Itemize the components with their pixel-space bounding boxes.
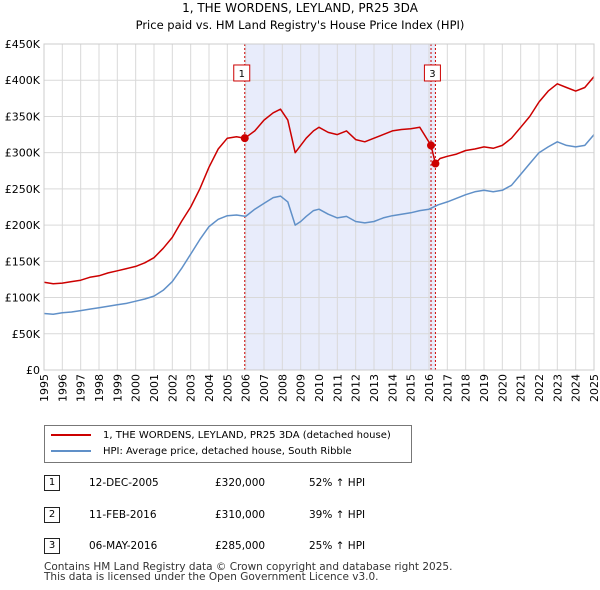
sale-point [427, 141, 436, 150]
x-tick-label: 2019 [478, 374, 491, 402]
transaction-price: £310,000 [215, 509, 266, 521]
sale-point [431, 159, 440, 168]
y-tick-label: £50K [12, 328, 41, 341]
x-tick-label: 2018 [460, 374, 473, 402]
legend-label-hpi: HPI: Average price, detached house, Sout… [103, 446, 352, 457]
x-tick-label: 2014 [386, 374, 399, 402]
x-tick-label: 2020 [496, 374, 509, 402]
transaction-number: 2 [44, 507, 60, 523]
x-tick-label: 2012 [350, 374, 363, 402]
y-tick-label: £300K [5, 147, 41, 160]
x-tick-label: 2015 [405, 374, 418, 402]
marker-label: 1 [239, 69, 245, 80]
x-tick-label: 2021 [515, 374, 528, 402]
transaction-date: 11-FEB-2016 [89, 509, 157, 521]
transaction-number: 3 [44, 538, 60, 554]
x-tick-label: 2011 [331, 374, 344, 402]
x-tick-label: 2016 [423, 374, 436, 402]
x-tick-label: 2005 [221, 374, 234, 402]
transaction-hpi: 52% ↑ HPI [309, 477, 366, 489]
transaction-number: 1 [44, 475, 60, 491]
y-tick-label: £400K [5, 74, 41, 87]
transaction-row: 3 06-MAY-2016 £285,000 25% ↑ HPI [44, 538, 444, 554]
x-tick-label: 1998 [93, 374, 106, 402]
plot-frame [43, 43, 595, 371]
x-tick-label: 2007 [258, 374, 271, 402]
x-tick-label: 2022 [533, 374, 546, 402]
transaction-date: 06-MAY-2016 [89, 540, 158, 552]
x-tick-label: 2025 [588, 374, 600, 402]
sale-point [240, 134, 249, 143]
x-tick-label: 1996 [56, 374, 69, 402]
x-tick-label: 2024 [570, 374, 583, 402]
chart-subtitle: Price paid vs. HM Land Registry's House … [136, 18, 465, 32]
footer-copyright: Contains HM Land Registry data © Crown c… [44, 561, 453, 573]
footer: Contains HM Land Registry data © Crown c… [44, 561, 453, 583]
legend: 1, THE WORDENS, LEYLAND, PR25 3DA (detac… [44, 425, 412, 463]
x-tick-label: 2001 [148, 374, 161, 402]
x-tick-label: 2000 [130, 374, 143, 402]
marker-label-box [233, 64, 251, 82]
price-chart: 1, THE WORDENS, LEYLAND, PR25 3DA Price … [5, 1, 600, 402]
ownership-shade [244, 44, 436, 370]
transaction-row: 1 12-DEC-2005 £320,000 52% ↑ HPI [44, 475, 444, 491]
x-tick-label: 2013 [368, 374, 381, 402]
chart-title: 1, THE WORDENS, LEYLAND, PR25 3DA [182, 1, 419, 15]
x-tick-label: 2004 [203, 374, 216, 402]
x-tick-label: 2003 [185, 374, 198, 402]
x-tick-label: 2006 [240, 374, 253, 402]
x-tick-label: 2009 [295, 374, 308, 402]
x-tick-label: 2002 [166, 374, 179, 402]
y-tick-label: £150K [5, 255, 41, 268]
transaction-price: £285,000 [215, 540, 266, 552]
transaction-price: £320,000 [215, 477, 266, 489]
transaction-row: 2 11-FEB-2016 £310,000 39% ↑ HPI [44, 507, 444, 523]
marker-label: 3 [429, 69, 435, 80]
y-tick-label: £250K [5, 183, 41, 196]
y-tick-label: £350K [5, 110, 41, 123]
legend-item-hpi: HPI: Average price, detached house, Sout… [51, 444, 352, 460]
marker-label-box [423, 64, 441, 82]
legend-swatch-hpi [51, 450, 91, 452]
footer-licence: This data is licensed under the Open Gov… [44, 571, 379, 583]
legend-item-property: 1, THE WORDENS, LEYLAND, PR25 3DA (detac… [51, 428, 391, 444]
x-tick-label: 2010 [313, 374, 326, 402]
series-line [43, 134, 595, 315]
y-tick-label: £100K [5, 292, 41, 305]
y-tick-label: £200K [5, 219, 41, 232]
x-tick-label: 1997 [75, 374, 88, 402]
transaction-hpi: 25% ↑ HPI [309, 540, 366, 552]
y-tick-label: £450K [5, 38, 41, 51]
transaction-date: 12-DEC-2005 [89, 477, 159, 489]
legend-swatch-property [51, 434, 91, 436]
x-tick-label: 2017 [441, 374, 454, 402]
legend-label-property: 1, THE WORDENS, LEYLAND, PR25 3DA (detac… [103, 430, 391, 441]
transaction-hpi: 39% ↑ HPI [309, 509, 366, 521]
y-tick-label: £0 [26, 364, 40, 377]
x-tick-label: 1995 [38, 374, 51, 402]
series-line [43, 76, 595, 285]
x-tick-label: 2023 [551, 374, 564, 402]
x-tick-label: 2008 [276, 374, 289, 402]
x-tick-label: 1999 [111, 374, 124, 402]
